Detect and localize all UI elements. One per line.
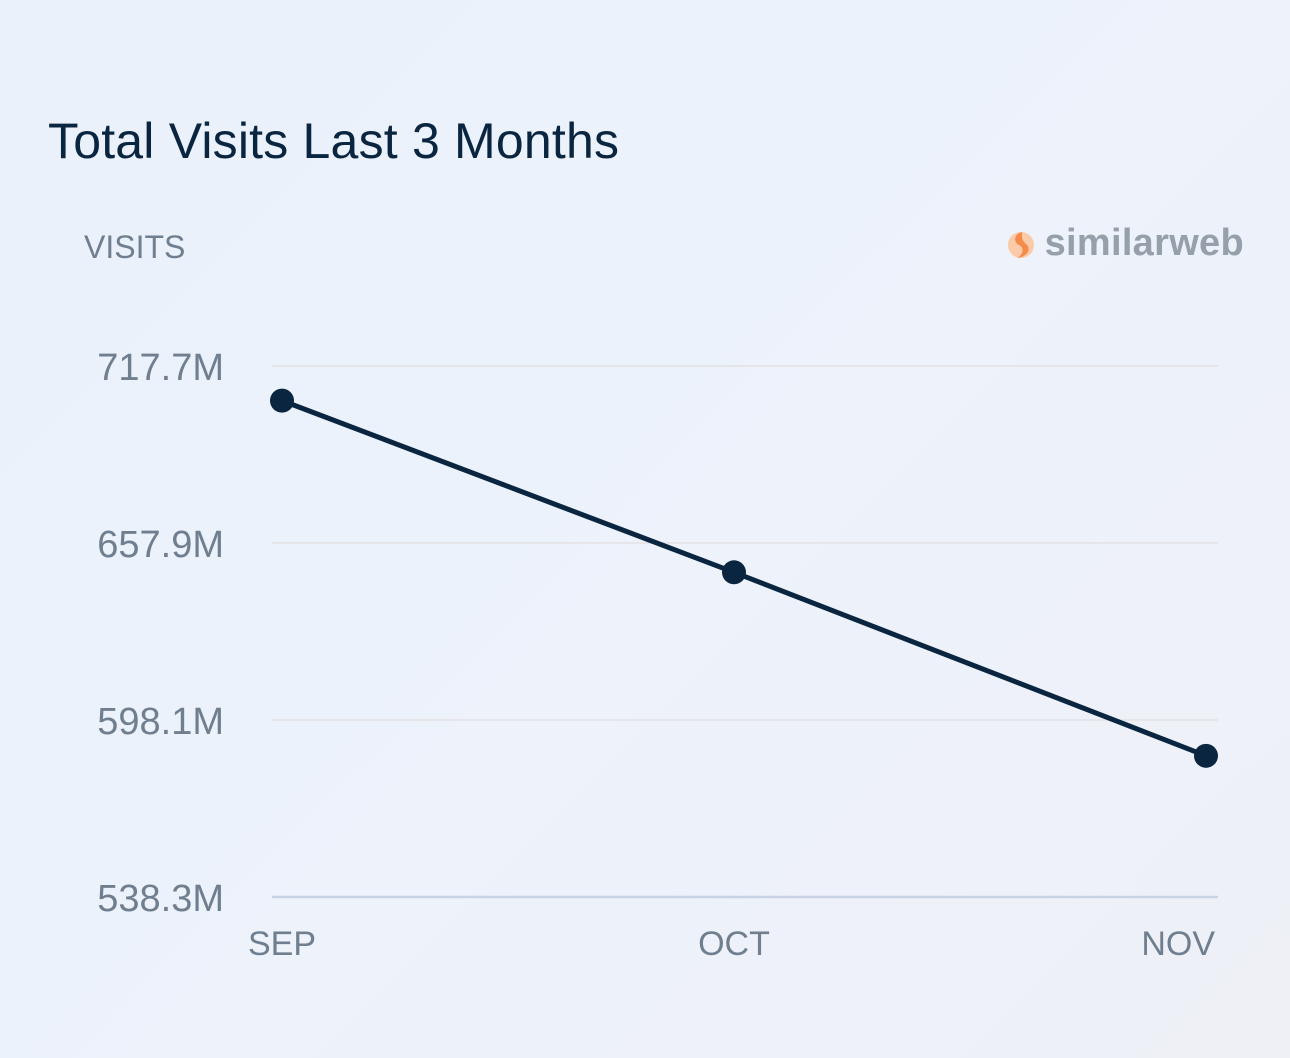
- x-axis-ticks: SEP OCT NOV: [248, 925, 1215, 963]
- grid-lines: [272, 365, 1218, 899]
- chart-title: Total Visits Last 3 Months: [48, 113, 620, 169]
- similarweb-logo-icon: [1007, 231, 1034, 258]
- brand-logo: similarweb: [1005, 222, 1244, 265]
- y-tick-label: 657.9M: [97, 524, 224, 566]
- y-tick-label: 598.1M: [97, 701, 224, 743]
- data-point-nov: [1194, 743, 1218, 768]
- data-point-oct: [722, 560, 746, 585]
- x-tick-label: OCT: [698, 925, 770, 963]
- y-axis-caption: VISITS: [84, 229, 186, 265]
- y-tick-label: 538.3M: [97, 878, 224, 920]
- brand-name: similarweb: [1044, 222, 1244, 264]
- x-tick-label: NOV: [1141, 925, 1215, 963]
- y-axis-ticks: 717.7M 657.9M 598.1M 538.3M: [97, 347, 224, 920]
- x-tick-label: SEP: [248, 925, 316, 963]
- y-tick-label: 717.7M: [97, 347, 224, 389]
- data-points: [270, 388, 1218, 768]
- data-point-sep: [270, 388, 294, 413]
